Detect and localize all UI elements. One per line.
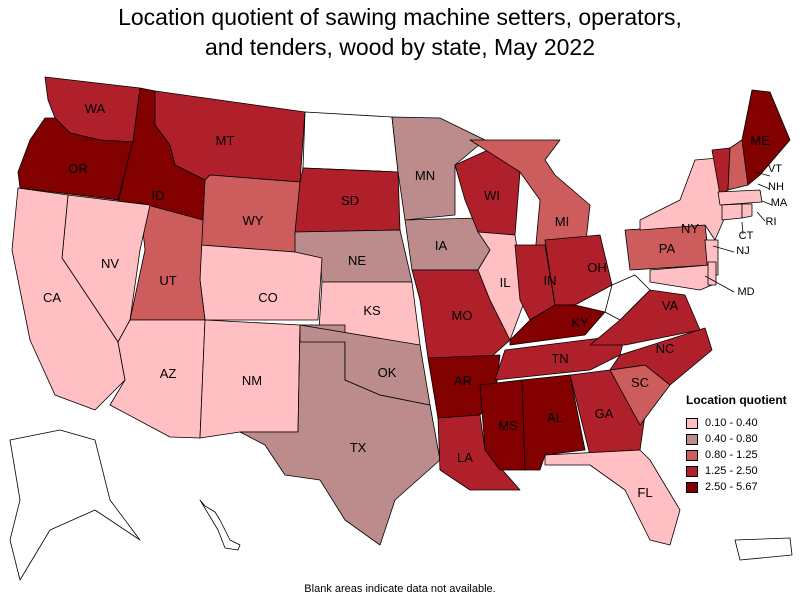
state-ri (741, 203, 753, 219)
state-ct (721, 203, 743, 221)
state-label-mo: MO (452, 308, 473, 323)
state-label-oh: OH (587, 260, 607, 275)
state-pr (734, 537, 793, 561)
state-label-ms: MS (498, 418, 518, 433)
legend-label: 1.25 - 2.50 (705, 465, 758, 477)
state-mn (391, 116, 486, 221)
state-label-in: IN (544, 273, 557, 288)
state-label-md: MD (737, 286, 754, 298)
state-ma (717, 189, 763, 206)
state-label-mn: MN (415, 168, 435, 183)
state-label-nm: NM (242, 373, 262, 388)
state-label-nh: NH (768, 181, 784, 193)
legend-item: 1.25 - 2.50 (686, 463, 796, 479)
state-label-wa: WA (85, 101, 106, 116)
state-label-fl: FL (637, 485, 652, 500)
state-label-az: AZ (160, 366, 177, 381)
state-label-ia: IA (435, 238, 448, 253)
state-la (437, 414, 521, 491)
legend-label: 0.80 - 1.25 (705, 449, 758, 461)
state-me (741, 89, 791, 186)
state-ok (299, 324, 431, 406)
leader-nh (757, 183, 771, 190)
state-label-pa: PA (659, 241, 676, 256)
state-label-id: ID (152, 188, 165, 203)
legend-swatch (686, 465, 698, 477)
state-label-la: LA (457, 450, 473, 465)
state-ms (479, 379, 526, 471)
legend-item: 0.40 - 0.80 (686, 431, 796, 447)
state-label-ar: AR (454, 373, 472, 388)
legend-item: 0.10 - 0.40 (686, 415, 796, 431)
state-label-tn: TN (551, 351, 568, 366)
title-line-1: Location quotient of sawing machine sett… (118, 4, 682, 30)
state-nc (609, 327, 713, 386)
state-label-ut: UT (159, 273, 176, 288)
legend-swatch (686, 433, 698, 445)
state-label-nc: NC (656, 341, 675, 356)
state-label-mi: MI (555, 214, 569, 229)
leader-nj (712, 245, 735, 253)
leader-ma (761, 200, 773, 206)
state-label-nj: NJ (736, 245, 749, 257)
state-label-va: VA (662, 298, 679, 313)
legend-label: 2.50 - 5.67 (705, 481, 758, 493)
leader-ri (756, 211, 766, 222)
legend-swatch (686, 481, 698, 493)
map-title: Location quotient of sawing machine sett… (0, 2, 800, 62)
leader-md (704, 275, 735, 293)
state-label-nv: NV (101, 256, 119, 271)
state-label-ct: CT (739, 230, 754, 242)
state-label-co: CO (258, 290, 278, 305)
state-ky (509, 304, 606, 346)
state-label-ks: KS (363, 303, 381, 318)
state-label-wi: WI (484, 188, 500, 203)
state-label-ok: OK (378, 365, 397, 380)
state-label-sd: SD (341, 193, 359, 208)
state-ca (11, 187, 126, 411)
state-nd (302, 111, 399, 173)
state-label-vt: VT (768, 163, 782, 175)
legend-title: Location quotient (686, 393, 787, 407)
state-hi (199, 499, 241, 551)
legend-label: 0.40 - 0.80 (705, 433, 758, 445)
state-wv (604, 274, 651, 321)
footnote: Blank areas indicate data not available. (304, 583, 496, 595)
state-oh (544, 234, 613, 306)
state-label-ga: GA (595, 406, 614, 421)
legend-swatch (686, 417, 698, 429)
state-label-me: ME (750, 133, 770, 148)
legend: Location quotient 0.10 - 0.40 0.40 - 0.8… (686, 393, 796, 495)
state-label-tx: TX (350, 440, 367, 455)
state-label-wy: WY (243, 213, 264, 228)
state-mi (469, 139, 591, 256)
legend-label: 0.10 - 0.40 (705, 417, 758, 429)
state-label-al: AL (547, 410, 563, 425)
state-label-ri: RI (766, 216, 777, 228)
legend-item: 0.80 - 1.25 (686, 447, 796, 463)
leader-ct (741, 221, 744, 235)
state-label-ne: NE (348, 253, 366, 268)
state-label-ma: MA (771, 197, 788, 209)
state-co (199, 244, 323, 321)
state-label-il: IL (500, 275, 511, 290)
state-ak (9, 429, 141, 581)
legend-item: 2.50 - 5.67 (686, 479, 796, 495)
title-line-2: and tenders, wood by state, May 2022 (205, 34, 595, 60)
state-label-or: OR (68, 161, 88, 176)
state-label-mt: MT (216, 133, 235, 148)
leader-vt (754, 171, 771, 177)
state-label-ny: NY (681, 221, 699, 236)
state-label-ca: CA (43, 290, 61, 305)
state-label-ky: KY (571, 315, 589, 330)
legend-swatch (686, 449, 698, 461)
state-md (649, 264, 713, 291)
state-fl (544, 449, 681, 546)
state-label-sc: SC (631, 375, 649, 390)
